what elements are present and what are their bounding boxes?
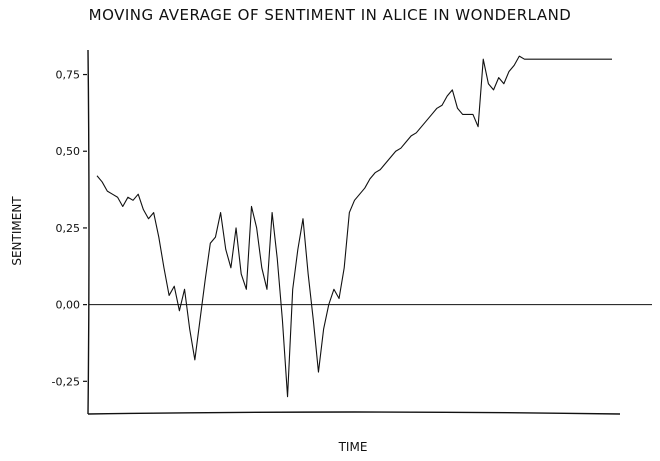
series-group <box>96 55 612 398</box>
y-tick-label: 0,75 <box>56 69 81 82</box>
x-axis-label: TIME <box>338 440 368 454</box>
x-axis-line <box>87 411 621 415</box>
y-tick-label: 0,00 <box>56 299 81 312</box>
axes <box>87 49 652 415</box>
y-tick-label: -0,25 <box>52 375 80 388</box>
sentiment-series-line <box>96 55 612 398</box>
y-tick-label: 0,50 <box>56 145 81 158</box>
y-axis-line <box>87 49 90 415</box>
chart-title: MOVING AVERAGE OF SENTIMENT IN ALICE IN … <box>88 6 572 24</box>
y-ticks: 0,75 0,50 0,25 0,00 -0,25 <box>52 69 87 388</box>
y-tick-label: 0,25 <box>56 222 81 235</box>
